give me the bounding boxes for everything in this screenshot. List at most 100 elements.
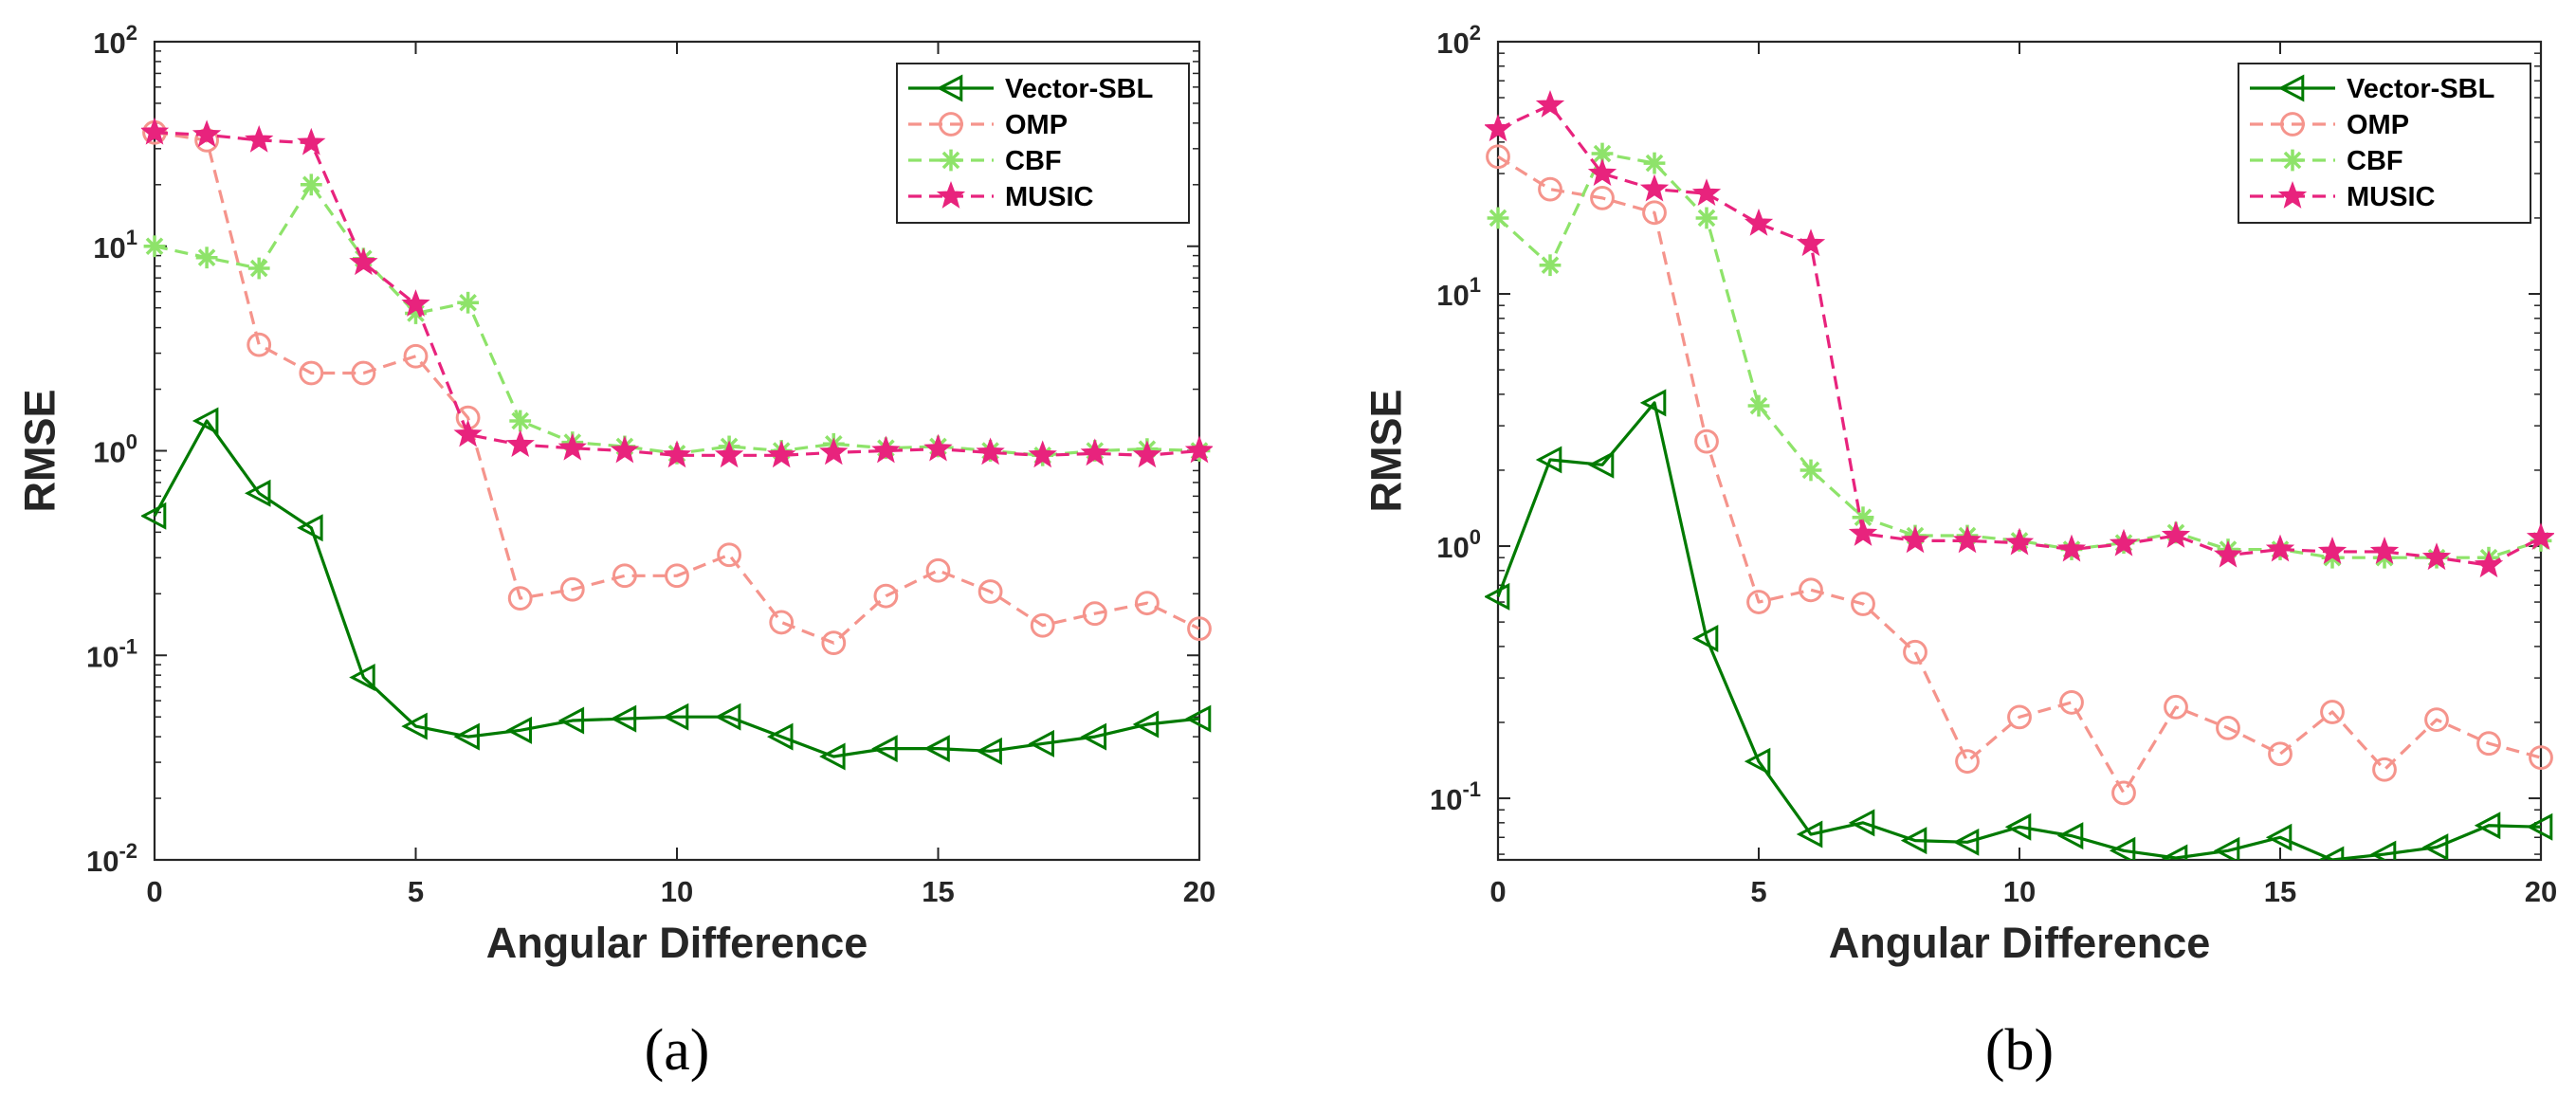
- data-point: [923, 735, 950, 763]
- panel-label: (b): [1985, 1018, 2054, 1083]
- y-axis-title: RMSE: [1362, 389, 1411, 512]
- data-point: [297, 127, 326, 155]
- data-point: [195, 246, 218, 269]
- series-line: [154, 131, 1200, 457]
- data-point: [507, 586, 533, 611]
- data-point: [714, 702, 741, 731]
- data-point: [2111, 780, 2136, 806]
- legend-marker: [2277, 181, 2308, 209]
- data-point: [1486, 144, 1510, 170]
- data-point: [2216, 716, 2240, 740]
- data-point: [2109, 528, 2139, 556]
- legend-item: MUSIC: [2250, 181, 2436, 212]
- data-point: [2004, 527, 2035, 556]
- data-point: [821, 630, 847, 656]
- data-point: [610, 704, 637, 733]
- data-point: [245, 124, 274, 153]
- y-tick-label: 102: [93, 21, 137, 60]
- data-point: [1080, 438, 1109, 466]
- legend-item: OMP: [2250, 110, 2409, 140]
- data-point: [2320, 700, 2345, 724]
- data-point: [819, 742, 846, 771]
- data-point: [662, 440, 692, 468]
- data-point: [2056, 822, 2084, 850]
- legend-item: CBF: [2250, 146, 2403, 176]
- x-tick-label: 10: [661, 875, 693, 908]
- x-tick-label: 20: [2525, 875, 2557, 908]
- data-point: [1080, 722, 1107, 751]
- chart-panel-a: 10-2 10-1 100 101 102 0 5 10 15 20 Angular Differe…: [16, 21, 1216, 1083]
- data-point: [453, 419, 483, 447]
- data-point: [559, 576, 585, 602]
- x-tick-label: 0: [1489, 875, 1506, 908]
- data-point: [509, 410, 532, 432]
- data-point: [977, 579, 1003, 604]
- series-line: [1496, 401, 2542, 860]
- y-tick-label: 101: [1436, 273, 1481, 312]
- data-point: [769, 610, 795, 635]
- data-point: [2476, 731, 2501, 757]
- y-tick-label: 10-1: [86, 634, 137, 673]
- data-point: [871, 435, 901, 464]
- data-point: [767, 440, 796, 468]
- y-tick-label: 101: [93, 226, 137, 265]
- data-point: [1744, 747, 1771, 775]
- legend-marker: [936, 74, 963, 102]
- data-point: [2109, 836, 2136, 860]
- data-point: [1900, 525, 1930, 554]
- y-tick-label: 100: [93, 430, 137, 469]
- legend-label: OMP: [1005, 110, 1068, 140]
- data-point: [401, 712, 428, 740]
- data-point: [299, 360, 324, 386]
- data-point: [717, 542, 741, 568]
- data-point: [2161, 844, 2188, 860]
- data-point: [665, 563, 689, 589]
- legend-marker: [939, 112, 963, 137]
- data-point: [2526, 522, 2554, 551]
- data-point: [1952, 525, 1982, 554]
- data-point: [1796, 228, 1826, 257]
- y-axis-title: RMSE: [16, 389, 64, 512]
- series-line: [154, 131, 1200, 645]
- data-point: [1487, 207, 1509, 229]
- x-tick-label: 0: [146, 875, 162, 908]
- data-point: [925, 557, 951, 583]
- data-point: [1642, 200, 1667, 226]
- data-point: [401, 289, 430, 317]
- data-point: [297, 514, 323, 542]
- data-point: [505, 716, 532, 744]
- data-point: [2474, 550, 2504, 578]
- chart-panel-b: 10-1 100 101 102 0 5 10 15 20 Angular Difference R…: [1362, 21, 2558, 1083]
- data-point: [714, 440, 744, 468]
- x-tick-label: 15: [922, 875, 954, 908]
- legend-label: Vector-SBL: [2347, 74, 2494, 104]
- data-point: [1590, 185, 1615, 210]
- data-point: [766, 722, 794, 751]
- data-point: [1691, 178, 1722, 207]
- data-point: [1184, 704, 1212, 733]
- data-point: [247, 332, 272, 357]
- data-point: [1187, 616, 1212, 642]
- data-point: [1800, 459, 1822, 482]
- data-point: [1952, 828, 1980, 856]
- data-point: [1746, 590, 1771, 614]
- data-point: [1955, 749, 1980, 775]
- data-point: [505, 429, 535, 458]
- panel-label: (a): [645, 1018, 710, 1083]
- series-music: [1485, 90, 2554, 578]
- data-point: [2317, 846, 2345, 860]
- data-point: [2265, 534, 2295, 562]
- data-point: [1132, 440, 1162, 468]
- series-music: [141, 117, 1213, 468]
- data-point: [2213, 836, 2240, 860]
- data-point: [141, 502, 167, 530]
- x-tick-label: 15: [2264, 875, 2296, 908]
- x-axis-title: Angular Difference: [486, 919, 868, 967]
- legend-label: Vector-SBL: [1005, 74, 1153, 104]
- data-point: [2161, 520, 2191, 548]
- series-vector-sbl: [141, 407, 1212, 771]
- data-point: [1587, 450, 1615, 479]
- data-point: [143, 235, 166, 258]
- legend-item: Vector-SBL: [2250, 74, 2494, 104]
